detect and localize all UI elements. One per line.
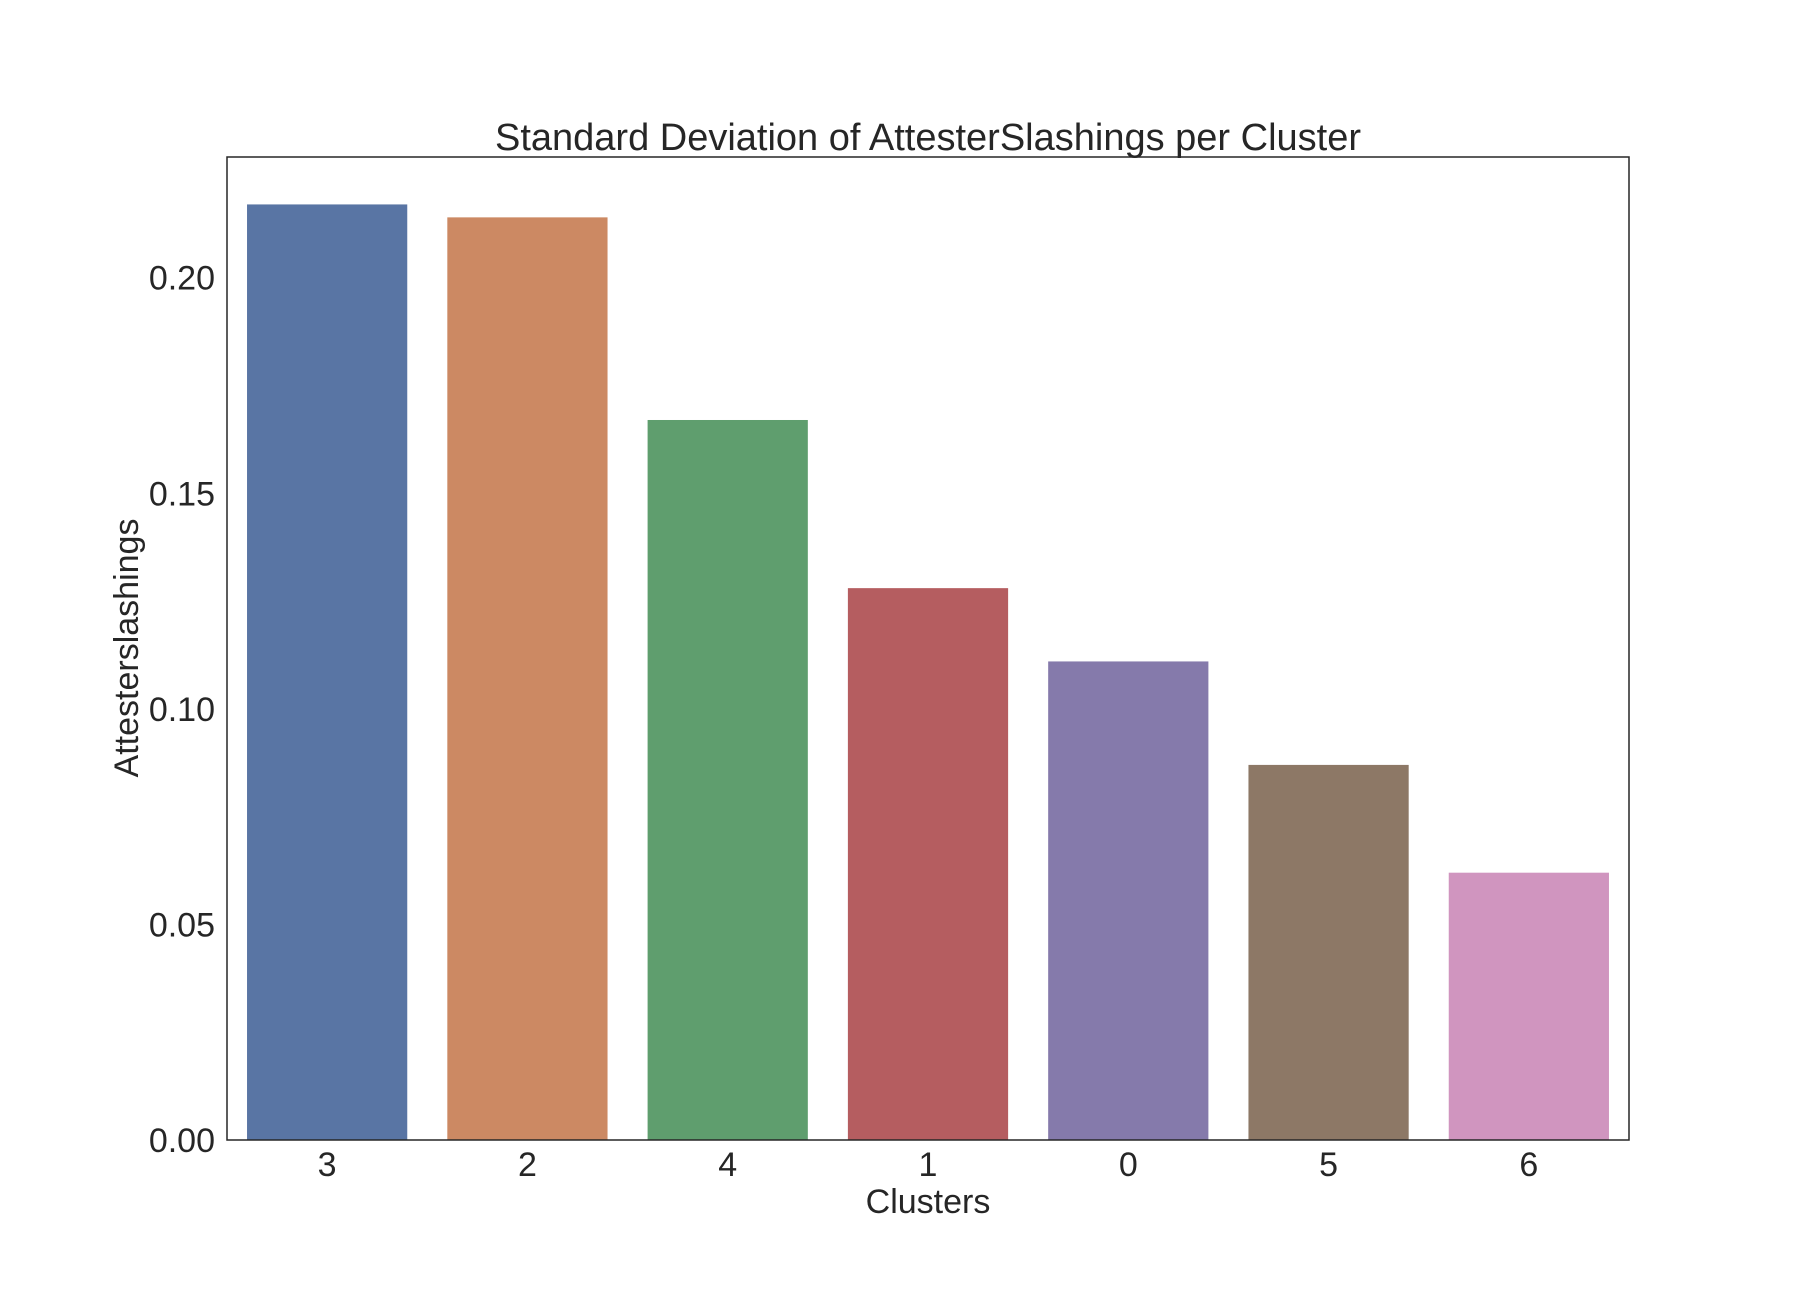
bar-cluster-4	[647, 419, 808, 1140]
y-tick-label: 0.10	[149, 691, 215, 729]
x-tick-label: 3	[318, 1146, 337, 1184]
bar-cluster-6	[1448, 872, 1609, 1140]
x-tick-label: 0	[1119, 1146, 1138, 1184]
bars-group	[247, 204, 1609, 1141]
bar-cluster-2	[447, 217, 608, 1141]
plot-frame	[226, 156, 1630, 1141]
x-tick-label: 5	[1319, 1146, 1338, 1184]
bar-cluster-0	[1048, 661, 1209, 1140]
bar-cluster-1	[847, 588, 1009, 1140]
x-axis-ticks: 3 2 4 1 0 5 6	[318, 1146, 1539, 1184]
y-axis-ticks: 0.00 0.05 0.10 0.15 0.20	[149, 260, 215, 1160]
bar-cluster-5	[1248, 764, 1409, 1140]
y-tick-label: 0.05	[149, 906, 215, 944]
chart-title: Standard Deviation of AttesterSlashings …	[495, 117, 1361, 159]
y-tick-label: 0.20	[149, 260, 215, 298]
y-axis-label: Attesterslashings	[108, 519, 146, 778]
y-tick-label: 0.00	[149, 1122, 215, 1160]
x-tick-label: 1	[919, 1146, 938, 1184]
x-tick-label: 4	[718, 1146, 737, 1184]
x-tick-label: 6	[1519, 1146, 1538, 1184]
x-axis-label: Clusters	[866, 1183, 991, 1221]
y-tick-label: 0.15	[149, 475, 215, 513]
bar-cluster-3	[247, 204, 408, 1141]
x-tick-label: 2	[518, 1146, 537, 1184]
